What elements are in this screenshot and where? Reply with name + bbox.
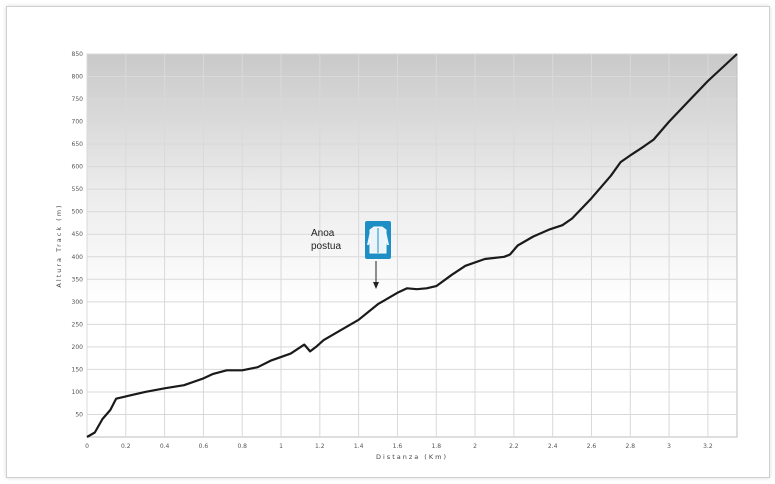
chart-frame: 0 0.2 0.4 0.6 0.8 1 1.2 1.4 1.6 1.8 2 2.2 2.4 2.6 2.8 3… bbox=[6, 6, 770, 478]
x-tick-label: 1 bbox=[279, 443, 283, 450]
y-tick-label: 800 bbox=[72, 74, 84, 81]
x-tick-label: 2.8 bbox=[626, 443, 636, 450]
x-tick-label: 0.2 bbox=[121, 443, 131, 450]
x-tick-label: 2.4 bbox=[548, 443, 558, 450]
y-tick-label: 150 bbox=[72, 366, 84, 373]
annotation-arrow bbox=[373, 261, 379, 289]
y-tick-label: 450 bbox=[72, 231, 84, 238]
plot-area bbox=[87, 54, 737, 437]
elevation-line bbox=[86, 53, 738, 438]
y-tick-label: 650 bbox=[72, 141, 84, 148]
y-tick-label: 50 bbox=[75, 411, 83, 418]
x-tick-label: 2 bbox=[473, 443, 477, 450]
y-tick-label: 200 bbox=[72, 344, 84, 351]
annotation: Anoa postua bbox=[303, 215, 403, 295]
y-tick-label: 250 bbox=[72, 321, 84, 328]
annotation-label-line2: postua bbox=[311, 241, 342, 252]
y-tick-label: 850 bbox=[72, 51, 84, 58]
x-axis-label: Distanza (Km) bbox=[376, 453, 448, 461]
x-tick-label: 1.8 bbox=[431, 443, 441, 450]
x-tick-label: 0.6 bbox=[199, 443, 209, 450]
y-tick-label: 350 bbox=[72, 276, 84, 283]
x-tick-label: 0.4 bbox=[160, 443, 170, 450]
y-tick-label: 400 bbox=[72, 254, 84, 261]
x-tick-label: 0 bbox=[85, 443, 89, 450]
x-tick-label: 2.2 bbox=[509, 443, 519, 450]
x-tick-label: 3.2 bbox=[703, 443, 713, 450]
x-tick-label: 2.6 bbox=[587, 443, 597, 450]
y-axis-label: Altura Track (m) bbox=[55, 203, 63, 287]
y-tick-label: 500 bbox=[72, 209, 84, 216]
y-tick-label: 600 bbox=[72, 164, 84, 171]
x-tick-label: 1.2 bbox=[315, 443, 325, 450]
y-tick-label: 700 bbox=[72, 119, 84, 126]
y-tick-label: 300 bbox=[72, 299, 84, 306]
y-tick-label: 550 bbox=[72, 186, 84, 193]
elevation-chart: 0 0.2 0.4 0.6 0.8 1 1.2 1.4 1.6 1.8 2 2.2 2.4 2.6 2.8 3… bbox=[55, 51, 738, 461]
annotation-label-line1: Anoa bbox=[311, 228, 335, 239]
x-tick-label: 1.6 bbox=[393, 443, 403, 450]
y-tick-label: 100 bbox=[72, 389, 84, 396]
annotation-label: Anoa postua bbox=[311, 227, 341, 253]
x-tick-label: 3 bbox=[667, 443, 671, 450]
y-tick-label: 750 bbox=[72, 96, 84, 103]
jacket-icon bbox=[365, 221, 391, 259]
x-tick-label: 0.8 bbox=[237, 443, 247, 450]
x-tick-label: 1.4 bbox=[354, 443, 364, 450]
